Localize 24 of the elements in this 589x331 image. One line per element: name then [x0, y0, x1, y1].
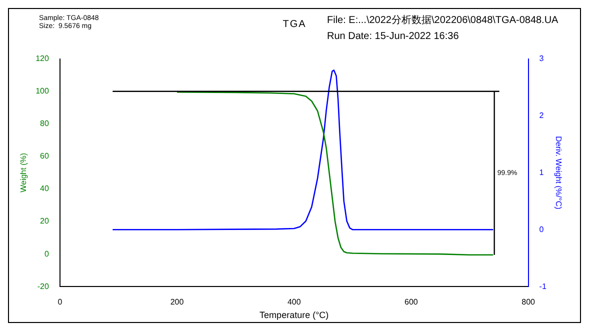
x-tick-label: 200: [170, 298, 184, 307]
y-tick-label: 20: [40, 216, 50, 226]
y-tick-label: 120: [36, 54, 50, 64]
text: Run Date: 15-Jun-2022 16:36: [327, 30, 460, 44]
y-tick-label: 100: [36, 86, 50, 96]
x-tick-label: 800: [522, 298, 536, 307]
x-tick-label: 600: [404, 298, 418, 307]
y2-tick-label: 2: [539, 110, 544, 120]
y2-tick-label: 1: [539, 168, 544, 177]
y-axis-title: Weight (%): [19, 152, 28, 192]
x-tick-label: 0: [58, 298, 63, 307]
y-tick-label: 60: [40, 152, 50, 161]
y-tick-label: -20: [37, 282, 50, 291]
x-tick-label: 400: [287, 298, 302, 307]
y2-axis-title: Deriv. Weight (%/°C): [554, 136, 563, 210]
y-tick-label: 0: [44, 249, 50, 258]
chart-title: TGA: [282, 19, 306, 30]
text: File: E:...\2022分析数据\202206\0848\TGA-0848.UA: [327, 14, 558, 28]
x-axis-title: Temperature (°C): [260, 310, 329, 320]
y2-tick-label: 0: [539, 224, 544, 234]
y2-tick-label: -1: [539, 282, 547, 291]
y-tick-label: 80: [40, 119, 50, 128]
y-tick-label: 40: [40, 184, 50, 194]
y2-tick-label: 3: [539, 54, 544, 64]
